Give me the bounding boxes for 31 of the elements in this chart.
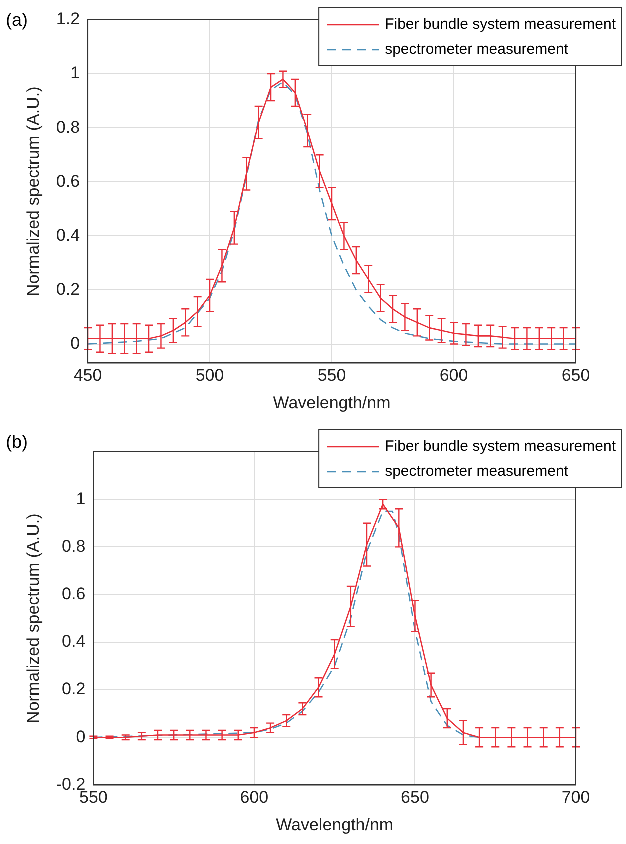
legend-label: Fiber bundle system measurement <box>385 438 617 456</box>
x-tick-label: 650 <box>401 788 430 808</box>
y-tick-label: 1 <box>76 489 86 508</box>
y-tick-label: 0.6 <box>56 172 80 191</box>
y-tick-label: 0.2 <box>62 680 86 699</box>
legend-label: spectrometer measurement <box>385 463 570 480</box>
y-tick-label: 1.2 <box>56 10 80 29</box>
x-axis-title: Wavelength/nm <box>273 393 391 412</box>
y-axis-title: Normalized spectrum (A.U.) <box>24 514 43 724</box>
y-tick-label: 1 <box>70 64 80 83</box>
y-tick-label: 0 <box>70 334 80 353</box>
x-tick-label: 500 <box>196 366 224 386</box>
legend-label: Fiber bundle system measurement <box>385 16 617 34</box>
x-tick-label: 550 <box>318 366 346 386</box>
x-tick-label: 700 <box>562 788 590 808</box>
chart-title: (b) <box>6 432 28 452</box>
chart-title: (a) <box>6 10 28 30</box>
x-tick-label: 600 <box>440 366 468 386</box>
y-axis-title: Normalized spectrum (A.U.) <box>24 86 43 296</box>
legend-label: spectrometer measurement <box>385 41 570 58</box>
x-tick-label: 600 <box>240 788 269 808</box>
x-axis-title: Wavelength/nm <box>276 815 394 834</box>
x-tick-label: 650 <box>562 366 590 386</box>
x-tick-label: 450 <box>74 366 102 386</box>
y-tick-label: 0.8 <box>62 536 86 556</box>
y-tick-label: 0.4 <box>56 226 80 245</box>
y-tick-label: 0.8 <box>56 118 80 137</box>
y-tick-label: 0 <box>76 727 86 746</box>
y-tick-label: 0.6 <box>62 584 86 604</box>
y-tick-label: 0.2 <box>56 280 80 299</box>
y-tick-label: 0.4 <box>62 632 86 652</box>
